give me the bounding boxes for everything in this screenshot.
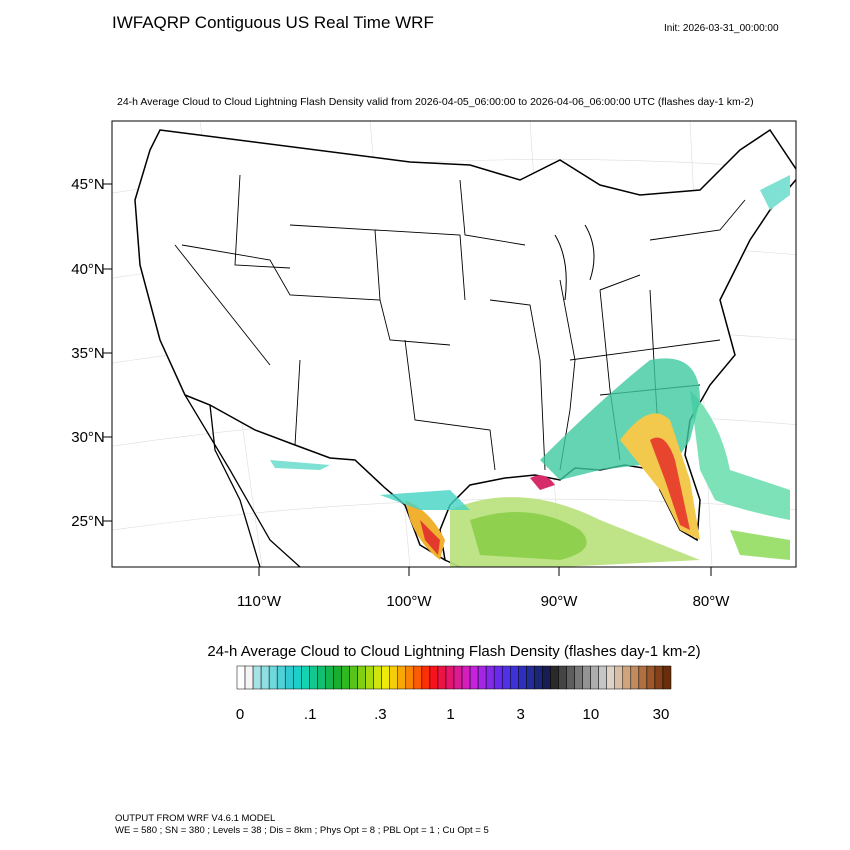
colorbar-swatch xyxy=(501,665,511,690)
colorbar-label: 0 xyxy=(236,706,244,723)
colorbar-swatch xyxy=(493,665,503,690)
footer-line: WE = 580 ; SN = 380 ; Levels = 38 ; Dis … xyxy=(115,825,489,836)
colorbar-label: 3 xyxy=(516,706,524,723)
colorbar-swatch xyxy=(349,665,358,690)
colorbar-swatch xyxy=(598,665,607,690)
colorbar-swatch xyxy=(365,665,374,690)
colorbar-swatch xyxy=(357,665,366,690)
lat-label: 45°N xyxy=(71,176,105,193)
footer-line: OUTPUT FROM WRF V4.6.1 MODEL xyxy=(115,813,275,824)
colorbar-swatch xyxy=(638,665,648,690)
colorbar-labels: 0 .1 .3 1 3 10 30 xyxy=(236,706,670,723)
lon-label: 100°W xyxy=(386,593,432,610)
colorbar-label: .1 xyxy=(304,706,317,723)
colorbar-swatch xyxy=(309,665,318,690)
colorbar-swatch xyxy=(534,665,543,690)
lat-labels: 45°N 40°N 35°N 30°N 25°N xyxy=(71,176,112,530)
colorbar-swatch xyxy=(445,665,455,690)
colorbar-swatch xyxy=(614,665,624,690)
colorbar-swatch xyxy=(317,665,326,690)
colorbar-label: 1 xyxy=(446,706,454,723)
colorbar-swatch xyxy=(574,665,583,690)
colorbar-swatch xyxy=(437,665,447,690)
colorbar-swatch xyxy=(477,665,487,690)
lat-label: 35°N xyxy=(71,345,105,362)
colorbar-swatch xyxy=(485,665,495,690)
colorbar-swatch xyxy=(630,665,640,690)
lat-label: 25°N xyxy=(71,513,105,530)
map-frame xyxy=(111,120,797,568)
colorbar-swatch xyxy=(276,665,286,690)
colorbar-swatch xyxy=(542,665,551,690)
colorbar-swatch xyxy=(284,665,294,690)
colorbar-swatch xyxy=(405,665,415,690)
colorbar-swatch xyxy=(453,665,463,690)
colorbar-swatch xyxy=(646,665,656,690)
colorbar-swatch xyxy=(252,665,262,690)
colorbar-swatch xyxy=(606,665,615,690)
colorbar-swatch xyxy=(622,665,632,690)
lon-label: 80°W xyxy=(693,593,731,610)
lon-label: 110°W xyxy=(237,593,282,610)
colorbar-swatch xyxy=(373,665,382,690)
colorbar-swatch xyxy=(421,665,431,690)
colorbar-label: 10 xyxy=(582,706,599,723)
lat-label: 30°N xyxy=(71,429,105,446)
us-outline xyxy=(134,128,796,562)
colorbar-swatch xyxy=(461,665,471,690)
colorbar-swatch xyxy=(590,665,599,690)
colorbar-swatch xyxy=(413,665,423,690)
colorbar-swatch xyxy=(389,665,398,690)
lon-labels: 110°W 100°W 90°W 80°W xyxy=(237,567,730,610)
colorbar-swatch xyxy=(381,665,390,690)
colorbar-swatch xyxy=(236,665,246,690)
colorbar-swatch xyxy=(566,665,575,690)
colorbar-swatch xyxy=(654,665,664,690)
great-lakes xyxy=(554,224,641,301)
colorbar-label: .3 xyxy=(374,706,387,723)
colorbar-swatch xyxy=(582,665,591,690)
colorbar-label: 30 xyxy=(653,706,670,723)
subtitle: 24-h Average Cloud to Cloud Lightning Fl… xyxy=(117,96,754,108)
lon-label: 90°W xyxy=(541,593,579,610)
colorbar-swatch xyxy=(341,665,350,690)
colorbar-swatch xyxy=(293,665,302,690)
colorbar-swatch xyxy=(325,665,334,690)
lat-label: 40°N xyxy=(71,261,105,278)
title: IWFAQRP Contiguous US Real Time WRF xyxy=(112,13,434,32)
colorbar-swatch xyxy=(518,665,527,690)
lightning-field xyxy=(270,175,790,567)
colorbar-swatch xyxy=(429,665,439,690)
colorbar-swatch xyxy=(260,665,270,690)
colorbar-swatch xyxy=(510,665,519,690)
init-time: Init: 2026-03-31_00:00:00 xyxy=(664,23,779,34)
colorbar-swatch xyxy=(469,665,479,690)
colorbar-swatch xyxy=(333,665,342,690)
colorbar-swatch xyxy=(558,665,567,690)
colorbar-swatch xyxy=(662,665,672,690)
colorbar-swatch xyxy=(301,665,310,690)
colorbar xyxy=(236,665,672,690)
colorbar-swatch xyxy=(268,665,278,690)
colorbar-swatch xyxy=(550,665,559,690)
colorbar-swatch xyxy=(244,665,254,690)
colorbar-swatch xyxy=(397,665,407,690)
colorbar-swatch xyxy=(526,665,535,690)
map xyxy=(112,121,796,567)
colorbar-title: 24-h Average Cloud to Cloud Lightning Fl… xyxy=(207,643,700,660)
